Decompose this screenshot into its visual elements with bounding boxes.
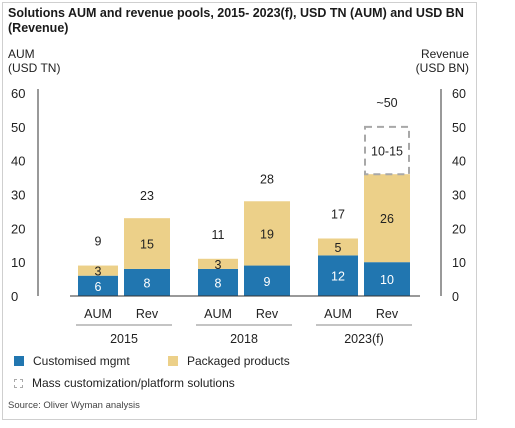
- right-tick-label: 20: [452, 222, 466, 236]
- left-tick-label: 0: [11, 289, 18, 304]
- bar-segment-packaged-products: [124, 218, 170, 269]
- group-label: 2015: [110, 332, 138, 346]
- bar-segment-packaged-products: [318, 238, 358, 256]
- data-label-customised-mgmt: 6: [95, 280, 102, 294]
- legend-item-customised-mgmt: Customised mgmt: [14, 354, 130, 368]
- data-label-mass-customization: 10-15: [371, 145, 403, 159]
- bar-category-label: AUM: [204, 307, 232, 321]
- chart-frame: [2, 2, 477, 420]
- left-tick-label: 50: [11, 120, 25, 135]
- bar-category-label: AUM: [324, 307, 352, 321]
- bar-segment-packaged-products: [198, 258, 238, 269]
- group-label: 2018: [230, 332, 258, 346]
- legend-swatch-packaged-products: [168, 356, 178, 366]
- left-tick-label: 40: [11, 154, 25, 169]
- right-axis-label-line2: (USD BN): [415, 61, 469, 75]
- legend-swatch-mass-customization: [14, 378, 23, 388]
- data-label-total: ~50: [376, 96, 397, 110]
- data-label-total: 28: [260, 172, 274, 186]
- bar-segment-packaged-products: [364, 174, 410, 263]
- data-label-total: 23: [140, 189, 154, 203]
- bar-segment-packaged-products: [244, 201, 290, 266]
- right-tick-label: 60: [452, 87, 466, 101]
- data-label-total: 17: [331, 207, 345, 221]
- data-label-packaged-products: 26: [380, 212, 394, 226]
- data-label-customised-mgmt: 10: [380, 273, 394, 287]
- data-label-customised-mgmt: 12: [331, 270, 345, 284]
- bar-segment-customised-mgmt: [364, 262, 410, 296]
- right-tick-label: 10: [452, 256, 466, 270]
- left-axis-label-line1: AUM: [8, 47, 35, 61]
- bar-category-label: AUM: [84, 307, 112, 321]
- right-axis-label: Revenue (USD BN): [416, 47, 469, 75]
- data-label-customised-mgmt: 8: [215, 276, 222, 290]
- left-tick-label: 20: [11, 221, 25, 236]
- legend-label-packaged-products: Packaged products: [187, 354, 290, 368]
- bar-segment-customised-mgmt: [78, 275, 118, 296]
- legend-label-mass-customization: Mass customization/platform solutions: [32, 376, 235, 390]
- legend-label-customised-mgmt: Customised mgmt: [33, 354, 130, 368]
- data-label-customised-mgmt: 9: [264, 275, 271, 289]
- right-tick-label: 0: [452, 290, 459, 304]
- data-label-packaged-products: 19: [260, 227, 274, 241]
- data-label-total: 9: [95, 235, 102, 249]
- legend-swatch-customised-mgmt: [14, 356, 24, 366]
- bar-segment-customised-mgmt: [198, 268, 238, 296]
- left-axis-label: AUM (USD TN): [8, 47, 60, 75]
- right-tick-label: 40: [452, 155, 466, 169]
- data-label-packaged-products: 3: [95, 265, 102, 279]
- bar-segment-customised-mgmt: [244, 265, 290, 296]
- left-tick-label: 60: [11, 86, 25, 101]
- left-axis-label-line2: (USD TN): [8, 61, 61, 75]
- bar-segment-customised-mgmt: [124, 268, 170, 296]
- group-label: 2023(f): [344, 332, 384, 346]
- bar-category-label: Rev: [256, 307, 279, 321]
- bar-segment-customised-mgmt: [318, 255, 358, 296]
- data-label-total: 11: [212, 228, 225, 242]
- data-label-packaged-products: 5: [335, 241, 342, 255]
- legend-item-mass-customization: Mass customization/platform solutions: [14, 376, 235, 390]
- bar-segment-packaged-products: [78, 265, 118, 276]
- bar-category-label: Rev: [376, 307, 399, 321]
- right-tick-label: 50: [452, 121, 466, 135]
- data-label-packaged-products: 15: [140, 238, 154, 252]
- chart-title: Solutions AUM and revenue pools, 2015- 2…: [8, 6, 464, 35]
- right-tick-label: 30: [452, 189, 466, 203]
- data-label-customised-mgmt: 8: [144, 276, 151, 290]
- legend-item-packaged-products: Packaged products: [168, 354, 290, 368]
- bar-segment-mass-customization: [364, 125, 410, 176]
- left-tick-label: 30: [11, 188, 25, 203]
- left-tick-label: 10: [11, 255, 25, 270]
- bar-category-label: Rev: [136, 307, 159, 321]
- source-note: Source: Oliver Wyman analysis: [8, 400, 140, 411]
- right-axis-label-line1: Revenue: [420, 47, 469, 61]
- data-label-packaged-products: 3: [215, 258, 222, 272]
